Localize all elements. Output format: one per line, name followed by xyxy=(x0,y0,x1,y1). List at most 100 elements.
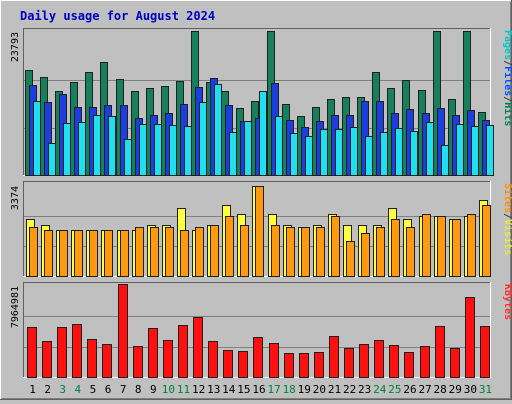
x-tick-label: 6 xyxy=(105,383,112,396)
x-tick-label: 27 xyxy=(418,383,431,396)
bar-sites xyxy=(452,219,461,277)
x-tick-label: 10 xyxy=(162,383,175,396)
bar-sites xyxy=(316,227,325,277)
bar-pages xyxy=(471,126,479,176)
bar-pages xyxy=(410,131,418,176)
bar-kbytes xyxy=(178,325,188,378)
bar-pages xyxy=(199,102,207,176)
bar-kbytes xyxy=(480,326,490,378)
x-tick-label: 7 xyxy=(120,383,127,396)
legend-entry: Hits xyxy=(502,102,512,126)
bar-kbytes xyxy=(314,352,324,378)
series-sites xyxy=(29,186,491,277)
bar-kbytes xyxy=(344,348,354,378)
x-tick-label: 24 xyxy=(373,383,387,396)
bar-sites xyxy=(150,227,159,277)
bar-sites xyxy=(331,216,340,277)
x-tick-label: 29 xyxy=(449,383,462,396)
bar-kbytes xyxy=(420,346,430,378)
bar-sites xyxy=(104,230,113,277)
bar-sites xyxy=(255,186,264,277)
bar-kbytes xyxy=(87,339,97,378)
bar-sites xyxy=(165,227,174,277)
panel-hits: 23793 Pages/Files/Hits xyxy=(10,28,512,176)
x-tick-label: 12 xyxy=(192,383,205,396)
bar-pages xyxy=(124,139,132,176)
series-kbytes xyxy=(27,284,490,378)
bar-sites xyxy=(437,216,446,277)
bar-pages xyxy=(139,124,147,176)
bar-kbytes xyxy=(450,348,460,378)
x-tick-label: 21 xyxy=(328,383,341,396)
x-tick-label: 19 xyxy=(298,383,311,396)
bar-pages xyxy=(350,127,358,176)
bar-kbytes xyxy=(208,341,218,378)
bar-kbytes xyxy=(133,346,143,378)
x-tick-label: 20 xyxy=(313,383,326,396)
x-tick-label: 23 xyxy=(358,383,371,396)
bar-pages xyxy=(486,125,494,176)
legend-entry: Sites xyxy=(502,183,512,213)
bar-kbytes xyxy=(284,353,294,378)
bar-kbytes xyxy=(193,317,203,378)
bar-sites xyxy=(74,230,83,277)
panel-legend: KBytes xyxy=(502,284,512,320)
bar-pages xyxy=(93,115,101,176)
bar-kbytes xyxy=(269,343,279,378)
bar-kbytes xyxy=(389,345,399,378)
x-tick-label: 14 xyxy=(222,383,236,396)
x-tick-label: 4 xyxy=(75,383,82,396)
bar-kbytes xyxy=(163,340,173,378)
bar-sites xyxy=(195,227,204,277)
bar-pages xyxy=(244,121,252,176)
x-tick-label: 2 xyxy=(44,383,51,396)
panel-legend: Pages/Files/Hits xyxy=(502,30,512,126)
bar-kbytes xyxy=(42,341,52,378)
bar-kbytes xyxy=(118,284,128,378)
panel-legend: Sites/Visits xyxy=(502,183,512,255)
bar-pages xyxy=(395,128,403,176)
bar-sites xyxy=(467,214,476,277)
x-tick-label: 28 xyxy=(434,383,447,396)
bar-sites xyxy=(361,233,370,277)
x-tick-label: 11 xyxy=(177,383,190,396)
series-pages xyxy=(33,84,494,176)
bar-pages xyxy=(184,126,192,176)
x-tick-label: 5 xyxy=(90,383,97,396)
x-tick-label: 31 xyxy=(479,383,492,396)
x-tick-label: 3 xyxy=(59,383,66,396)
bar-pages xyxy=(365,136,373,176)
bar-sites xyxy=(180,230,189,277)
bar-sites xyxy=(59,230,68,277)
bar-sites xyxy=(406,227,415,277)
chart-panels: 23793 Pages/Files/Hits 3374 Sites/Visits 796… xyxy=(10,28,512,378)
panel-max-label: 7964981 xyxy=(10,286,21,328)
bar-kbytes xyxy=(359,344,369,378)
panel-visits: 3374 Sites/Visits xyxy=(10,181,512,277)
bar-pages xyxy=(48,143,56,176)
x-tick-label: 26 xyxy=(403,383,416,396)
bar-kbytes xyxy=(57,327,67,378)
panel-max-label: 3374 xyxy=(10,186,21,210)
x-tick-label: 16 xyxy=(252,383,265,396)
panel-max-label: 23793 xyxy=(10,32,21,62)
bar-kbytes xyxy=(223,350,233,378)
bar-kbytes xyxy=(253,337,263,378)
bar-pages xyxy=(380,132,388,176)
bar-pages xyxy=(169,125,177,176)
x-tick-label: 17 xyxy=(267,383,280,396)
bar-sites xyxy=(89,230,98,277)
chart-title: Daily usage for August 2024 xyxy=(20,9,215,23)
legend-entry: Pages xyxy=(502,30,512,60)
bar-pages xyxy=(456,124,464,176)
x-tick-label: 25 xyxy=(388,383,401,396)
bar-sites xyxy=(271,225,280,277)
x-axis-labels: 1 2 3 4 5 6 7 8 9 10 11 12 13 14 15 16 17 18 19 20 21 22 23 24 2… xyxy=(29,383,492,396)
bar-kbytes xyxy=(329,336,339,378)
bar-pages xyxy=(305,136,313,176)
bar-kbytes xyxy=(435,326,445,378)
bar-sites xyxy=(422,214,431,277)
bar-sites xyxy=(210,225,219,277)
legend-entry: / xyxy=(502,213,512,219)
